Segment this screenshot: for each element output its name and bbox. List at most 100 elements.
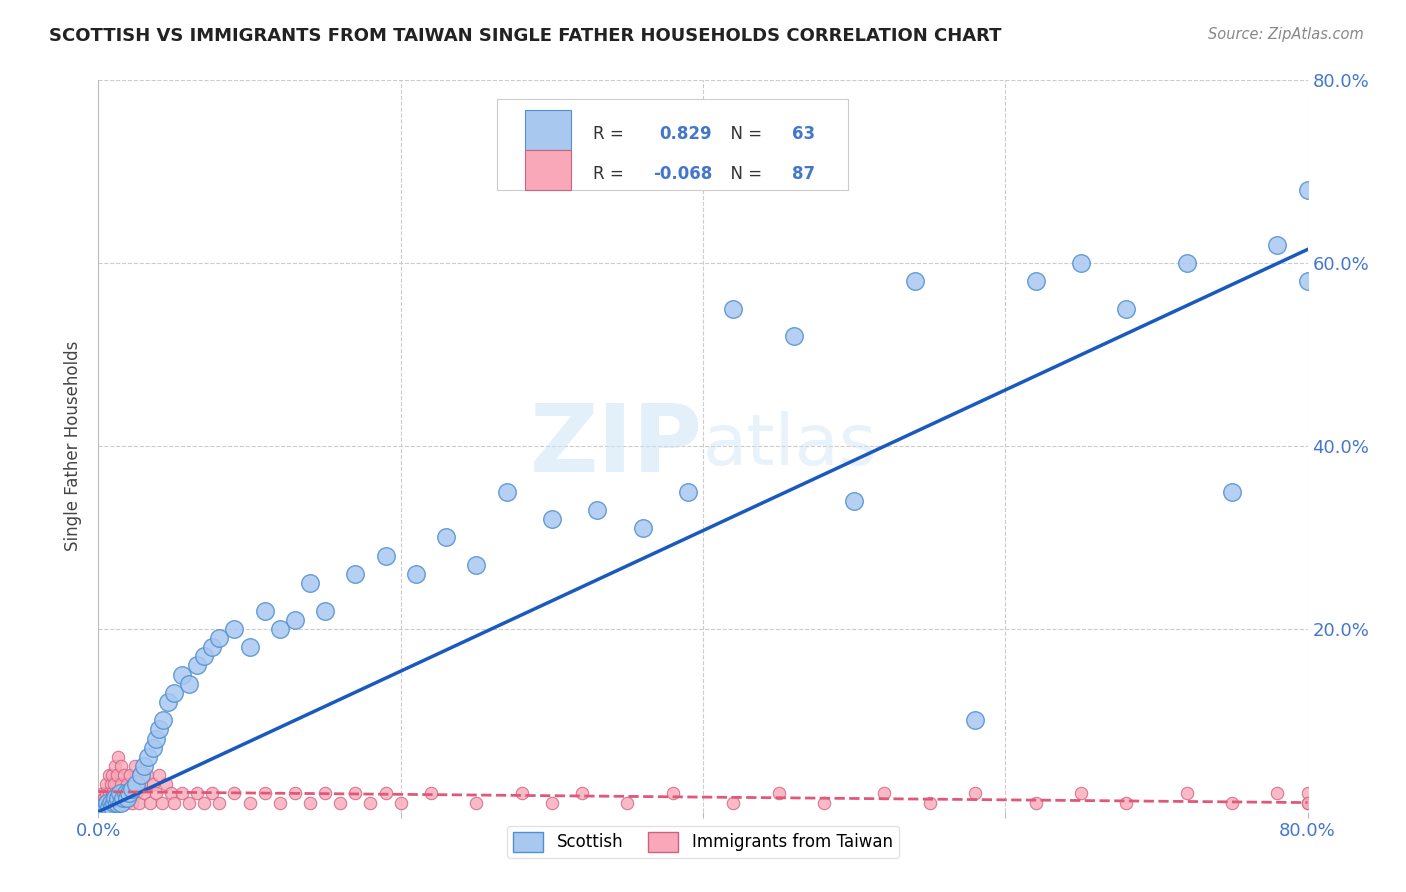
- Point: [104, 791, 127, 805]
- Text: R =: R =: [593, 165, 628, 183]
- Point: [98, 768, 121, 782]
- Point: [107, 749, 129, 764]
- Point: [844, 494, 866, 508]
- Point: [344, 567, 367, 582]
- Point: [540, 512, 562, 526]
- Point: [1024, 796, 1046, 810]
- Point: [1296, 796, 1319, 810]
- Point: [122, 777, 145, 791]
- Point: [91, 800, 114, 814]
- Point: [100, 796, 122, 810]
- Point: [100, 796, 122, 810]
- Point: [224, 622, 246, 636]
- Point: [1070, 256, 1092, 270]
- Point: [160, 787, 183, 801]
- Point: [314, 787, 336, 801]
- Point: [631, 521, 654, 535]
- Point: [965, 714, 987, 728]
- Point: [201, 787, 224, 801]
- Point: [193, 649, 215, 664]
- Point: [100, 777, 122, 791]
- Point: [108, 796, 131, 810]
- Point: [1267, 787, 1289, 801]
- Point: [98, 800, 121, 814]
- Point: [148, 723, 170, 737]
- Point: [239, 796, 262, 810]
- Point: [96, 796, 118, 810]
- Point: [108, 787, 131, 801]
- FancyBboxPatch shape: [526, 110, 571, 150]
- Point: [127, 768, 149, 782]
- Text: N =: N =: [720, 125, 768, 144]
- Point: [139, 796, 162, 810]
- Point: [101, 768, 124, 782]
- Point: [186, 787, 208, 801]
- Point: [110, 796, 132, 810]
- Point: [540, 796, 562, 810]
- Text: SCOTTISH VS IMMIGRANTS FROM TAIWAN SINGLE FATHER HOUSEHOLDS CORRELATION CHART: SCOTTISH VS IMMIGRANTS FROM TAIWAN SINGL…: [49, 27, 1001, 45]
- Point: [114, 796, 136, 810]
- Text: 0.829: 0.829: [659, 125, 711, 144]
- Point: [105, 768, 128, 782]
- Point: [299, 576, 322, 591]
- Point: [121, 796, 143, 810]
- Point: [208, 796, 231, 810]
- Point: [201, 640, 224, 655]
- Point: [150, 796, 173, 810]
- Point: [105, 796, 128, 810]
- Point: [1115, 796, 1137, 810]
- Point: [253, 603, 276, 617]
- Point: [104, 787, 127, 801]
- Point: [93, 791, 115, 805]
- Point: [918, 796, 941, 810]
- Point: [163, 686, 186, 700]
- Point: [465, 796, 488, 810]
- Point: [103, 777, 125, 791]
- Text: N =: N =: [720, 165, 768, 183]
- Point: [125, 787, 148, 801]
- Point: [155, 777, 177, 791]
- Point: [193, 796, 215, 810]
- FancyBboxPatch shape: [498, 99, 848, 190]
- Point: [904, 275, 927, 289]
- Point: [344, 787, 367, 801]
- Point: [124, 759, 146, 773]
- Point: [101, 800, 124, 814]
- Point: [465, 558, 488, 572]
- Point: [121, 781, 143, 796]
- Point: [142, 777, 165, 791]
- Point: [1296, 183, 1319, 197]
- Point: [783, 329, 806, 343]
- Point: [145, 731, 167, 746]
- Point: [420, 787, 443, 801]
- Point: [768, 787, 790, 801]
- Point: [110, 759, 132, 773]
- Point: [1267, 238, 1289, 252]
- Point: [120, 768, 142, 782]
- Point: [96, 796, 118, 810]
- Point: [1220, 796, 1243, 810]
- Point: [142, 740, 165, 755]
- Point: [1024, 275, 1046, 289]
- Point: [284, 787, 307, 801]
- Point: [111, 787, 134, 801]
- Point: [661, 787, 683, 801]
- Point: [129, 768, 152, 782]
- Point: [1115, 301, 1137, 316]
- Point: [114, 787, 136, 801]
- Point: [239, 640, 262, 655]
- Text: Source: ZipAtlas.com: Source: ZipAtlas.com: [1208, 27, 1364, 42]
- Point: [115, 777, 138, 791]
- Point: [676, 484, 699, 499]
- Point: [389, 796, 412, 810]
- Point: [163, 796, 186, 810]
- Point: [723, 301, 745, 316]
- Point: [186, 658, 208, 673]
- Point: [89, 796, 111, 810]
- Point: [125, 777, 148, 791]
- Point: [616, 796, 638, 810]
- Point: [115, 791, 138, 805]
- Point: [105, 796, 128, 810]
- Point: [107, 787, 129, 801]
- Point: [224, 787, 246, 801]
